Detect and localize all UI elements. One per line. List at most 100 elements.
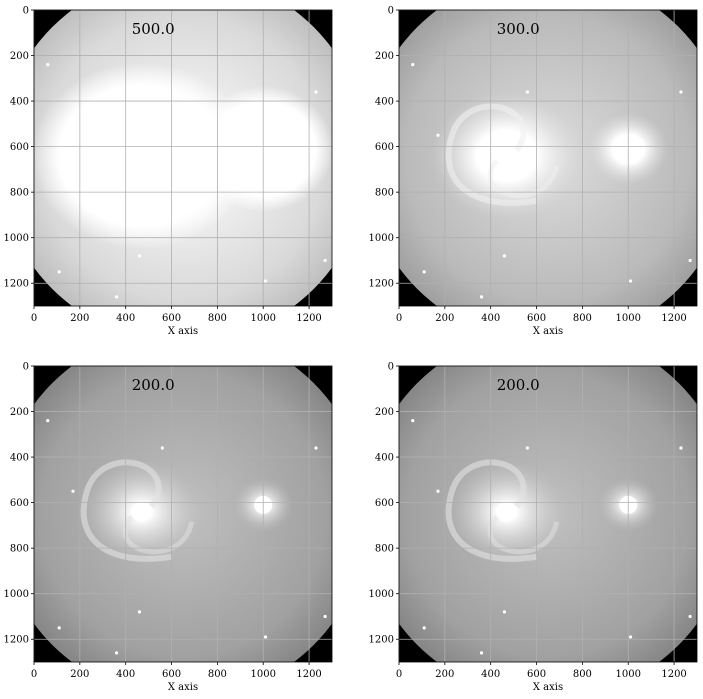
y-tick-label: 600 (10, 142, 29, 153)
y-tick-label: 1200 (369, 635, 394, 646)
y-tick-label: 800 (375, 188, 394, 199)
star (422, 270, 426, 274)
axes-frame (398, 365, 698, 663)
star (263, 279, 268, 283)
panel-4: 0 200 400 600 800 1000 1200 0 200 400 600 800 1000 12… (369, 362, 698, 693)
panel-2: 0 200 400 600 800 1000 1200 0 200 400 600 800 1000 12… (369, 6, 698, 337)
x-tick-label: 200 (435, 669, 454, 680)
x-tick-label: 1200 (296, 669, 321, 680)
x-tick-label: 1000 (251, 313, 276, 324)
star (160, 90, 164, 94)
x-tick-label: 600 (162, 313, 181, 324)
y-tick-label: 400 (10, 453, 29, 464)
x-tick-label: 400 (116, 669, 135, 680)
star (679, 90, 683, 94)
star (679, 446, 683, 450)
x-tick-label: 0 (31, 313, 37, 324)
panel-title: 200.0 (132, 376, 175, 394)
star (411, 63, 415, 67)
y-tick-label: 1000 (369, 589, 394, 600)
x-tick-label: 400 (116, 313, 135, 324)
x-tick-label: 0 (396, 313, 402, 324)
spiral-arm (80, 459, 173, 562)
x-tick-label: 600 (162, 669, 181, 680)
image-4 (399, 366, 697, 662)
star (628, 279, 633, 283)
star (46, 63, 50, 67)
galaxy-core (496, 145, 517, 166)
x-tick-label: 200 (435, 313, 454, 324)
x-tick-label: 1200 (296, 313, 321, 324)
star (479, 651, 484, 655)
panel-3: 0 200 400 600 800 1000 1200 0 200 400 600 800 1000 12… (4, 362, 333, 693)
x-tick-label: 1200 (661, 313, 686, 324)
star (160, 446, 164, 450)
star (688, 258, 692, 263)
y-tick-label: 0 (388, 6, 394, 17)
x-tick-label: 0 (396, 669, 402, 680)
star (137, 610, 142, 614)
x-axis-label: X axis (533, 682, 563, 693)
axes-frame (398, 9, 698, 307)
image-1 (34, 10, 332, 306)
y-tick-label: 200 (10, 407, 29, 418)
panel-title: 500.0 (132, 20, 175, 38)
x-tick-label: 1000 (616, 313, 641, 324)
image-3 (34, 366, 332, 662)
panel-title: 300.0 (497, 20, 540, 38)
x-tick-label: 800 (573, 313, 592, 324)
x-tick-label: 800 (208, 313, 227, 324)
star (263, 635, 268, 639)
star (46, 419, 50, 423)
star (71, 133, 75, 137)
axes-frame (33, 365, 333, 663)
y-tick-label: 1000 (369, 233, 394, 244)
star (436, 133, 440, 137)
y-tick-label: 1000 (4, 233, 29, 244)
star (525, 446, 529, 450)
y-tick-label: 1200 (4, 279, 29, 290)
y-tick-label: 200 (375, 51, 394, 62)
star (628, 635, 633, 639)
y-tick-label: 800 (375, 544, 394, 555)
y-tick-label: 600 (10, 498, 29, 509)
galaxy-core (131, 501, 152, 522)
y-tick-label: 800 (10, 188, 29, 199)
grid (33, 365, 332, 662)
grid (33, 9, 332, 306)
star (71, 489, 75, 493)
x-axis-label: X axis (168, 682, 198, 693)
x-tick-label: 800 (208, 669, 227, 680)
y-tick-label: 0 (388, 362, 394, 373)
star (422, 626, 426, 630)
y-tick-label: 1000 (4, 589, 29, 600)
x-axis-label: X axis (533, 326, 563, 337)
x-tick-label: 1000 (616, 669, 641, 680)
star (57, 626, 61, 630)
y-tick-label: 1200 (4, 635, 29, 646)
y-tick-label: 200 (375, 407, 394, 418)
star (323, 258, 327, 263)
star (502, 610, 507, 614)
y-tick-label: 400 (10, 97, 29, 108)
star (314, 90, 318, 94)
x-tick-label: 200 (70, 313, 89, 324)
star (525, 90, 529, 94)
y-tick-label: 600 (375, 142, 394, 153)
star (137, 254, 142, 258)
image-2 (399, 10, 697, 306)
star (411, 419, 415, 423)
x-tick-label: 1000 (251, 669, 276, 680)
x-tick-label: 400 (481, 313, 500, 324)
panel-1: 0 200 400 600 800 1000 1200 0 200 400 600 800 1000 12… (4, 6, 333, 337)
x-tick-label: 800 (573, 669, 592, 680)
x-tick-label: 200 (70, 669, 89, 680)
y-tick-label: 800 (10, 544, 29, 555)
y-tick-label: 600 (375, 498, 394, 509)
star (479, 295, 484, 299)
star (314, 446, 318, 450)
x-tick-label: 600 (527, 669, 546, 680)
galaxy-core (496, 501, 517, 522)
x-tick-label: 1200 (661, 669, 686, 680)
